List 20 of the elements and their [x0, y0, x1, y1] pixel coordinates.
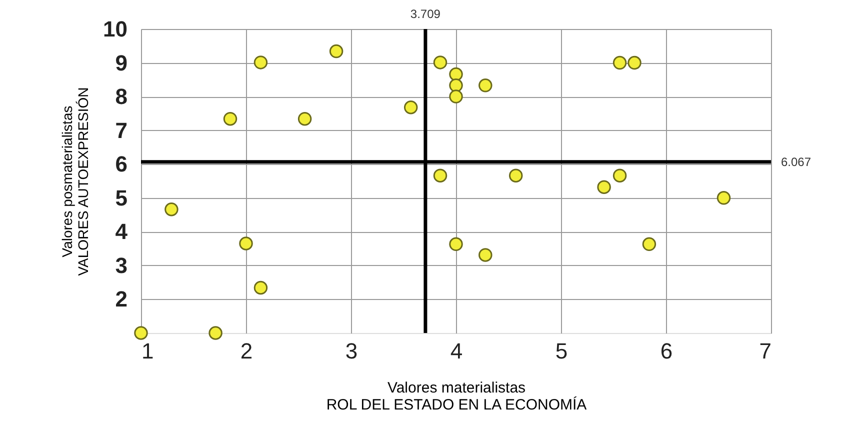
y-tick-label: 2	[115, 286, 128, 312]
x-tick-label: 6	[660, 338, 673, 364]
x-axis-title: Valores materialistas ROL DEL ESTADO EN LA ECONOMÍA	[326, 380, 587, 414]
y-tick-label: 5	[115, 185, 128, 210]
y-tick-label: 8	[115, 84, 128, 110]
x-tick-label: 2	[240, 338, 253, 364]
y-tick-label: 7	[115, 118, 128, 143]
y-tick-label: 3	[115, 252, 128, 278]
y-tick-label: 6	[115, 152, 128, 177]
x-tick-label: 3	[345, 338, 358, 364]
y-tick-label: 10	[103, 16, 128, 42]
x-tick-label: 7	[759, 338, 772, 364]
x-tick-label: 5	[555, 338, 568, 364]
ref-line-label: 3.709	[410, 7, 441, 21]
ref-line-label: 6.067	[781, 154, 812, 169]
y-tick-label: 4	[115, 219, 128, 244]
y-tick-label: 9	[115, 50, 128, 76]
y-axis-title: Valores posmaterialistas VALORES AUTOEXPRESIÓN	[59, 87, 92, 276]
x-tick-label: 1	[142, 338, 154, 364]
x-tick-label: 4	[450, 338, 463, 364]
